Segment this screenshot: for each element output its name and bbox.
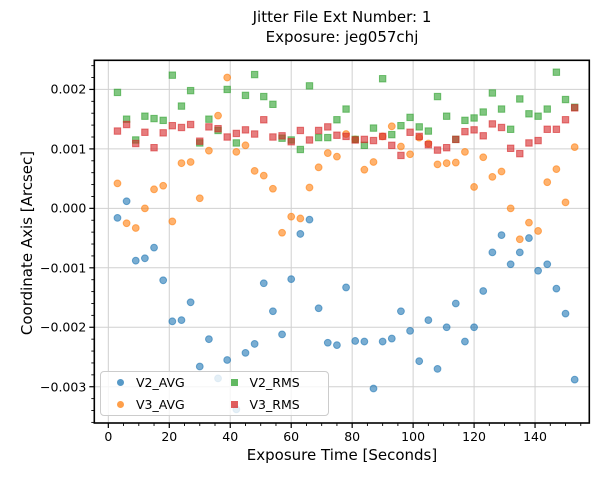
x-tick-label: 60 [283, 429, 300, 444]
legend-label: V2_RMS [249, 375, 300, 391]
y-tick-label: −0.002 [40, 319, 87, 335]
y-tick-label: 0.002 [50, 81, 87, 97]
x-tick-label: 80 [344, 429, 361, 444]
y-tick-label: 0.001 [50, 141, 87, 157]
v2-rms-marker-icon [230, 379, 238, 387]
y-tick-label: −0.003 [40, 379, 87, 395]
legend-label: V3_AVG [136, 396, 185, 412]
figure-title: Jitter File Ext Number: 1 Exposure: jeg0… [94, 7, 590, 47]
x-tick-label: 120 [462, 429, 487, 444]
x-tick-label: 140 [523, 429, 547, 444]
legend-item-v3-rms: V3_RMS [215, 394, 329, 414]
figure-title-line2: Exposure: jeg057chj [265, 28, 419, 46]
x-tick-label: 100 [401, 429, 426, 444]
legend-item-v2-avg: V2_AVG [101, 373, 215, 393]
legend-item-v2-rms: V2_RMS [215, 373, 329, 393]
v2-avg-marker-icon [117, 379, 124, 387]
y-tick-label: 0.000 [50, 200, 87, 216]
y-tick-label: −0.001 [40, 260, 87, 276]
x-tick-label: 20 [161, 429, 178, 444]
legend-label: V2_AVG [136, 375, 185, 391]
v3-rms-marker-icon [230, 400, 238, 408]
v3-avg-marker-icon [117, 400, 124, 408]
x-tick-label: 40 [222, 429, 239, 444]
legend-item-v3-avg: V3_AVG [101, 394, 215, 414]
plot-legend: V2_AVG V3_AVG V2_RMS V3_RMS [100, 371, 329, 416]
x-tick-label: 0 [104, 429, 113, 444]
x-axis-label: Exposure Time [Seconds] [246, 446, 438, 464]
figure-title-line1: Jitter File Ext Number: 1 [252, 8, 432, 26]
legend-label: V3_RMS [249, 396, 300, 412]
